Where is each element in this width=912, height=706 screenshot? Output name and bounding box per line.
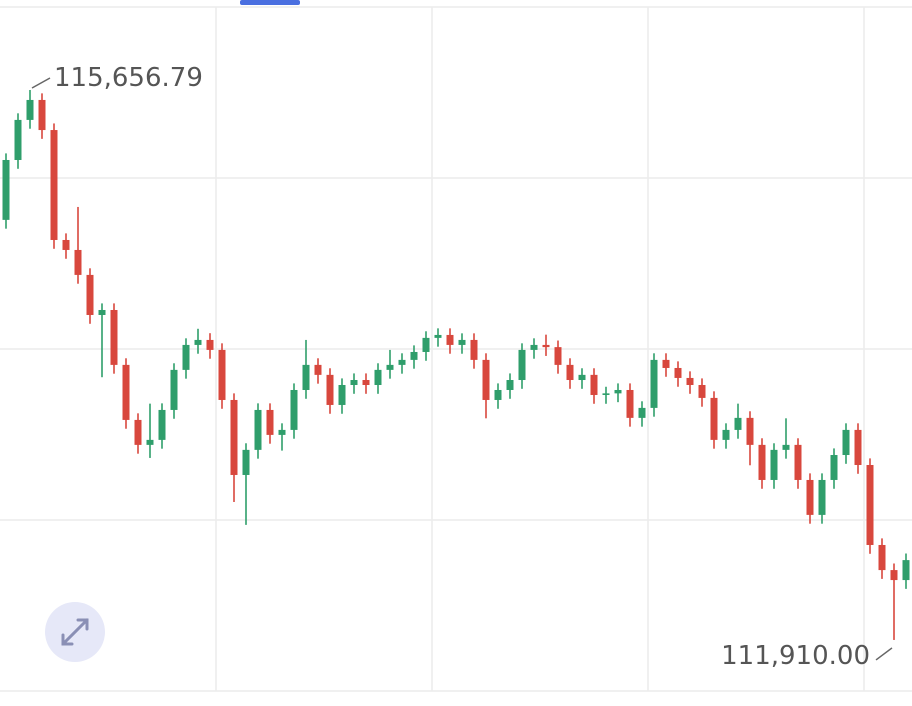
candle-body (614, 389, 622, 394)
candle-body (806, 479, 814, 515)
candle-body (758, 444, 766, 480)
candle-body (134, 419, 142, 445)
candle-body (710, 397, 718, 440)
candle-body (458, 339, 466, 345)
candle-body (494, 389, 502, 400)
candle-body (74, 249, 82, 275)
candle-body (194, 339, 202, 345)
candle-body (698, 384, 706, 398)
candle-body (206, 339, 214, 350)
candle-body (878, 544, 886, 571)
candle-body (374, 369, 382, 385)
candle-body (170, 369, 178, 410)
candle-body (326, 374, 334, 405)
candle-body (890, 570, 898, 581)
candle-body (398, 359, 406, 365)
candle-body (842, 429, 850, 456)
candle-body (794, 444, 802, 480)
candle-body (902, 560, 910, 581)
candle-body (122, 364, 130, 420)
candle-body (674, 367, 682, 378)
candle-body (2, 159, 10, 220)
candle-body (218, 349, 226, 400)
candle-body (266, 409, 274, 435)
candle-body (314, 364, 322, 375)
candle-body (638, 407, 646, 418)
candle-body (86, 274, 94, 315)
candles (2, 90, 910, 640)
candle-body (818, 479, 826, 515)
annotation-leader (875, 647, 893, 661)
candle-body (518, 349, 526, 381)
expand-icon[interactable] (61, 618, 89, 646)
candle-body (650, 359, 658, 408)
grid (0, 6, 912, 692)
candle-body (410, 351, 418, 360)
candle-body (722, 429, 730, 440)
candle-body (110, 309, 118, 365)
candle-body (422, 337, 430, 352)
candle-body (290, 389, 298, 430)
candle-body (38, 99, 46, 131)
tab-indicator (240, 0, 300, 5)
candle-body (470, 339, 478, 360)
candle-body (182, 344, 190, 370)
candle-body (854, 429, 862, 465)
candle-body (602, 393, 610, 395)
annotation-leader (31, 77, 51, 89)
candle-body (566, 364, 574, 381)
candle-body (14, 119, 22, 160)
expand-button[interactable] (45, 602, 105, 662)
candle-body (158, 409, 166, 440)
candle-body (26, 99, 34, 120)
candle-body (578, 374, 586, 381)
candle-body (254, 409, 262, 450)
candle-body (350, 380, 358, 385)
candle-body (746, 417, 754, 445)
candle-body (278, 429, 286, 435)
candle-body (542, 344, 550, 348)
candle-body (446, 334, 454, 345)
annotation-label: 115,656.79 (54, 63, 203, 93)
candle-body (482, 359, 490, 400)
candle-body (98, 309, 106, 315)
candle-body (230, 399, 238, 475)
candle-body (362, 380, 370, 385)
candle-body (146, 439, 154, 445)
candle-body (686, 377, 694, 385)
candle-body (242, 449, 250, 475)
candle-body (530, 344, 538, 350)
candle-body (386, 364, 394, 370)
candle-body (662, 359, 670, 368)
annotation-label: 111,910.00 (721, 641, 870, 671)
candle-body (734, 417, 742, 430)
candle-body (506, 380, 514, 390)
candle-body (62, 239, 70, 250)
candle-body (50, 130, 58, 240)
candle-body (338, 384, 346, 405)
candle-body (590, 374, 598, 395)
candle-body (782, 444, 790, 450)
candle-body (770, 449, 778, 480)
candle-body (626, 389, 634, 418)
candle-body (302, 364, 310, 390)
candle-body (866, 464, 874, 545)
candle-body (830, 455, 838, 480)
candle-body (554, 347, 562, 365)
candle-body (434, 334, 442, 338)
